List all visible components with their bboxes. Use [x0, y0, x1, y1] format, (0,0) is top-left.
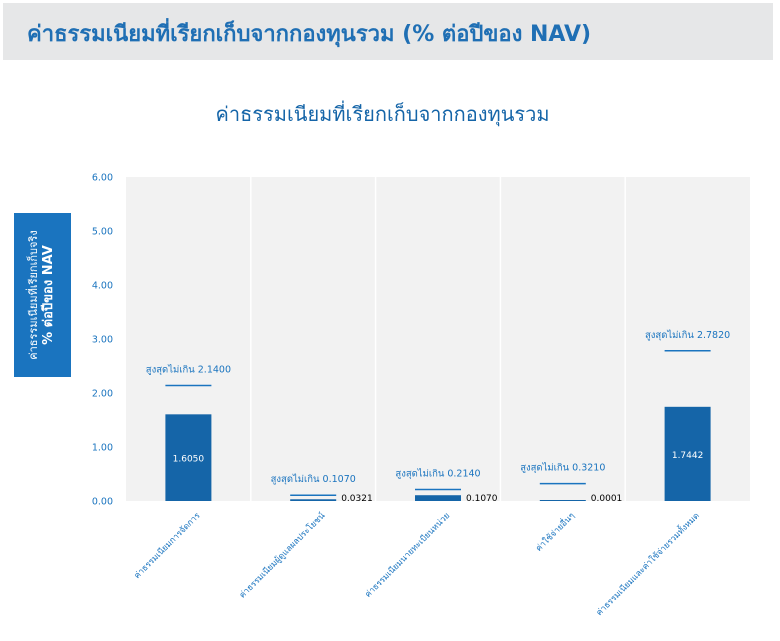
y-tick-label: 2.00 [92, 389, 113, 400]
max-label: สูงสุดไม่เกิน 0.2140 [395, 467, 480, 479]
page-title: ค่าธรรมเนียมที่เรียกเก็บจากกองทุนรวม (% … [27, 22, 592, 47]
chart-title: ค่าธรรมเนียมที่เรียกเก็บจากกองทุนรวม [215, 102, 550, 126]
bar [165, 414, 212, 501]
category-label: ค่าธรรมเนียมผู้ดูแลผลประโยชน์ [237, 510, 327, 600]
category-label: ค่าใช้จ่ายอื่นๆ [533, 510, 577, 554]
y-tick-label: 1.00 [92, 443, 113, 454]
data-label: 1.7442 [672, 451, 704, 461]
y-axis-label-box [14, 213, 71, 377]
bar [290, 499, 337, 501]
header-banner: ค่าธรรมเนียมที่เรียกเก็บจากกองทุนรวม (% … [3, 3, 773, 60]
max-label: สูงสุดไม่เกิน 2.1400 [146, 363, 231, 375]
bar [415, 495, 461, 501]
category-label: ค่าธรรมเนียมและค่าใช้จ่ายรวมทั้งหมด [593, 510, 702, 619]
max-label: สูงสุดไม่เกิน 0.3210 [520, 462, 605, 474]
y-tick-label: 3.00 [92, 335, 113, 346]
max-label: สูงสุดไม่เกิน 0.1070 [271, 473, 356, 485]
category-label: ค่าธรรมเนียมการจัดการ [132, 510, 203, 581]
category-label: ค่าธรรมเนียมนายทะเบียนหน่วย [363, 510, 453, 600]
y-tick-label: 5.00 [92, 227, 113, 238]
max-label: สูงสุดไม่เกิน 2.7820 [645, 329, 730, 341]
plot-area [126, 177, 750, 501]
data-label: 0.0321 [341, 494, 373, 504]
bar [664, 406, 711, 501]
y-tick-label: 4.00 [92, 281, 113, 292]
y-tick-label: 0.00 [92, 497, 113, 508]
data-label: 0.1070 [466, 494, 498, 504]
y-tick-label: 6.00 [92, 173, 113, 184]
data-label: 1.6050 [173, 455, 205, 465]
bar [539, 500, 586, 501]
data-label: 0.0001 [591, 494, 623, 504]
